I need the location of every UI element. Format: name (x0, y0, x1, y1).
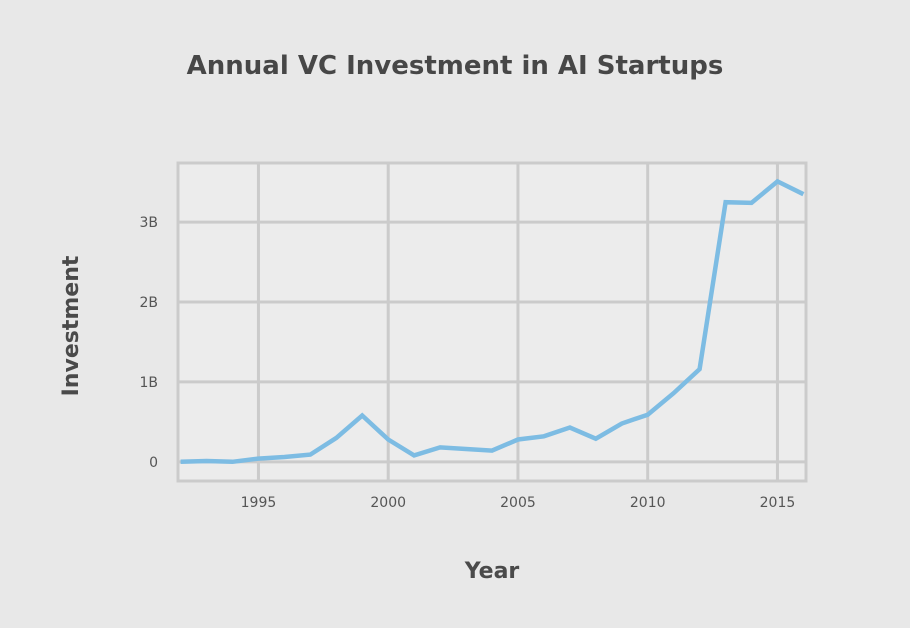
x-axis-label: Year (464, 559, 520, 584)
x-tick-label: 2010 (630, 495, 666, 511)
x-tick-label: 2005 (500, 495, 536, 511)
y-tick-label: 2B (139, 295, 158, 311)
x-tick-label: 2000 (370, 495, 406, 511)
series-line (180, 178, 805, 465)
y-tick-label: 0 (149, 455, 158, 471)
plot-area (176, 161, 808, 483)
x-tick-label: 2015 (760, 495, 796, 511)
y-axis-label: Investment (59, 255, 84, 396)
y-tick-label: 1B (139, 375, 158, 391)
x-tick-label: 1995 (241, 495, 277, 511)
y-tick-label: 3B (139, 215, 158, 231)
chart-title: Annual VC Investment in AI Startups (187, 51, 724, 81)
